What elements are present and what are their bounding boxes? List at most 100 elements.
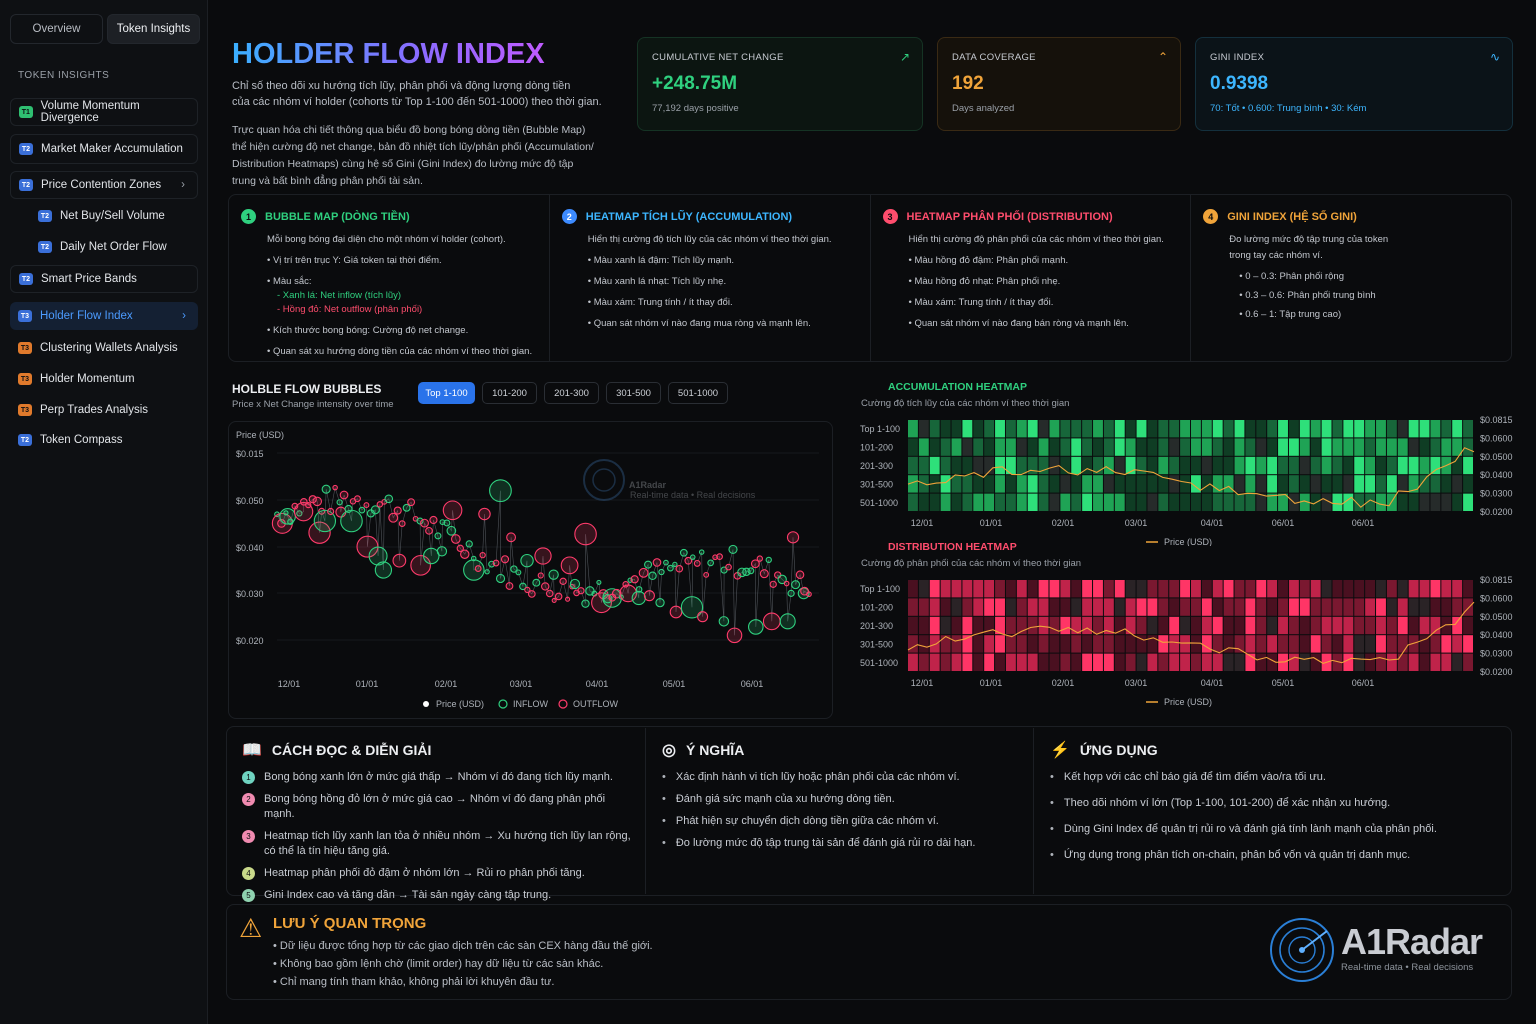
inflow-bubble <box>679 548 688 557</box>
heatmap-cell <box>1223 635 1234 653</box>
x-tick-label: 04/01 <box>586 679 609 689</box>
sidebar-item-market-maker[interactable]: T2 Market Maker Accumulation <box>10 134 198 164</box>
cohort-pill-501-1000[interactable]: 501-1000 <box>668 382 728 404</box>
heatmap-cell <box>962 580 973 598</box>
card-gini-index: 4 GINI INDEX (HỆ SỐ GINI) Đo lường mức độ… <box>1191 195 1511 361</box>
heatmap-cell <box>1082 635 1093 653</box>
card-title: GINI INDEX (HỆ SỐ GINI) <box>1227 210 1357 223</box>
heatmap-cell <box>1310 635 1321 653</box>
heatmap-cell <box>1397 420 1408 438</box>
sidebar-item-holder-flow-index[interactable]: T3 Holder Flow Index › <box>10 302 198 330</box>
heatmap-cell <box>1408 635 1419 653</box>
inflow-bubble <box>698 549 705 555</box>
sidebar-item-clustering-wallets[interactable]: T3 Clustering Wallets Analysis <box>10 334 198 362</box>
stat-value: +248.75M <box>652 73 738 94</box>
card-line: • Màu xanh lá đậm: Tích lũy mạnh. <box>587 255 734 266</box>
heatmap-cell <box>951 475 962 493</box>
heatmap-cell <box>1158 475 1169 493</box>
heatmap-cell <box>1354 475 1365 493</box>
tier-badge: T3 <box>18 342 32 354</box>
cohort-pill-301-500[interactable]: 301-500 <box>606 382 661 404</box>
heatmap-cell <box>940 420 951 438</box>
heatmap-cell <box>1082 616 1093 635</box>
heatmap-cell <box>1386 653 1397 671</box>
trend-up-icon: ↗ <box>899 50 910 64</box>
sidebar-item-volume-momentum[interactable]: T1 Volume Momentum Divergence <box>10 98 198 126</box>
heatmap-cell <box>1093 616 1103 635</box>
heatmap-cell <box>1136 456 1147 475</box>
heatmap-cell <box>984 653 995 671</box>
y-tick-label: $0.050 <box>236 496 264 506</box>
heatmap-cell <box>1321 616 1332 635</box>
distribution-heatmap: Top 1-100 101-200 201-300 301-500 501-1000 $0… <box>860 575 1513 707</box>
card-title: BUBBLE MAP (DÒNG TIỀN) <box>265 210 410 223</box>
heatmap-cell <box>1027 456 1038 475</box>
heatmap-cell <box>918 616 929 635</box>
heatmap-cell <box>1147 420 1158 438</box>
heatmap-cell <box>1256 598 1267 616</box>
heatmap-cell <box>929 456 940 475</box>
card-number: 4 <box>1203 209 1219 224</box>
heatmap-cell <box>1201 420 1212 438</box>
sidebar-item-price-contention[interactable]: T2 Price Contention Zones › <box>10 171 198 199</box>
heatmap-cell <box>1191 475 1201 493</box>
heatmap-cell <box>1038 635 1049 653</box>
heatmap-cell <box>1245 456 1256 475</box>
heatmap-cell <box>1234 635 1245 653</box>
heatmap-cell <box>1332 598 1343 616</box>
heatmap-cell <box>918 493 929 511</box>
heatmap-cell <box>1430 420 1441 438</box>
brand-tagline: Real-time data • Real decisions <box>1341 962 1474 973</box>
chevron-right-icon: › <box>181 179 185 191</box>
heatmap-cell <box>1038 616 1049 635</box>
heatmap-cell <box>1441 475 1452 493</box>
sidebar-item-daily-net-order[interactable]: T2 Daily Net Order Flow <box>30 233 198 261</box>
inflow-bubble <box>358 506 366 514</box>
sidebar-item-perp-trades[interactable]: T3 Perp Trades Analysis <box>10 396 198 424</box>
heatmap-cell <box>1114 653 1125 671</box>
outflow-bubble <box>505 582 514 590</box>
acc-heatmap-subtitle: Cường độ tích lũy của các nhóm ví theo t… <box>861 398 1070 409</box>
cohort-pill-101-200[interactable]: 101-200 <box>482 382 537 404</box>
activity-icon: ⌃ <box>1157 50 1168 64</box>
sidebar: Overview Token Insights TOKEN INSIGHTS T… <box>0 0 208 1024</box>
x-tick-label: 06/01 <box>1352 678 1375 688</box>
sidebar-item-holder-momentum[interactable]: T3 Holder Momentum <box>10 365 198 393</box>
inflow-bubble <box>436 546 448 557</box>
heatmap-cell <box>1180 635 1190 653</box>
card-line: Hiển thị cường độ tích lũy của các nhóm … <box>587 234 832 245</box>
tab-token-insights[interactable]: Token Insights <box>107 14 200 44</box>
x-tick-label: 05/01 <box>1272 678 1295 688</box>
cohort-pill-top-1-100[interactable]: Top 1-100 <box>418 382 475 404</box>
outflow-bubble <box>726 627 743 644</box>
y-axis-label: Price (USD) <box>236 430 284 440</box>
card-heading: 4 GINI INDEX (HỆ SỐ GINI) <box>1203 209 1499 224</box>
heatmap-cell <box>1234 653 1245 671</box>
list-item: • Ứng dụng trong phân tích on-chain, phân… <box>1050 848 1498 863</box>
x-tick-label: 01/01 <box>980 518 1003 528</box>
heatmap-cell <box>995 456 1005 475</box>
heatmap-cell <box>1049 580 1060 598</box>
intro-paragraph-2: Trực quan hóa chi tiết thông qua biểu đồ… <box>232 122 594 190</box>
sidebar-item-smart-price-bands[interactable]: T2 Smart Price Bands <box>10 265 198 293</box>
inflow-bubble <box>581 599 590 608</box>
tab-overview[interactable]: Overview <box>10 14 103 44</box>
heatmap-cell <box>1016 420 1027 438</box>
heatmap-cell <box>1343 493 1354 511</box>
info-cards: 1 BUBBLE MAP (DÒNG TIỀN) Mỗi bong bóng đạ… <box>228 194 1512 362</box>
stat-label: CUMULATIVE NET CHANGE <box>652 52 784 63</box>
heatmap-cell <box>1027 580 1038 598</box>
heatmap-cell <box>908 475 918 493</box>
heatmap-cell <box>1376 598 1386 616</box>
heatmap-cell <box>1234 456 1245 475</box>
cohort-pill-201-300[interactable]: 201-300 <box>544 382 599 404</box>
heatmap-cell <box>1212 616 1223 635</box>
brand-name: A1Radar <box>1341 921 1483 962</box>
heatmap-cell <box>973 635 984 653</box>
sidebar-item-net-buy-sell[interactable]: T2 Net Buy/Sell Volume <box>30 202 198 230</box>
sidebar-item-token-compass[interactable]: T2 Token Compass <box>10 426 198 454</box>
legend-price-label: Price (USD) <box>1164 697 1212 707</box>
dist-heatmap-subtitle: Cường độ phân phối của các nhóm ví theo … <box>861 558 1082 569</box>
outflow-bubble <box>643 590 655 602</box>
heatmap-cell <box>1071 598 1082 616</box>
